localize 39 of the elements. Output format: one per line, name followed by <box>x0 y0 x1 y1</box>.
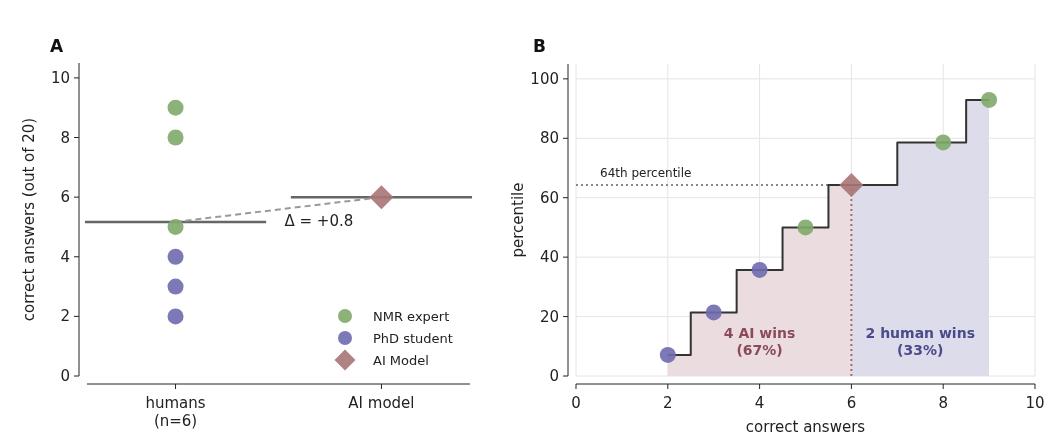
point <box>839 172 864 197</box>
point <box>659 346 676 363</box>
point <box>981 91 998 108</box>
y-tick-label: 4 <box>60 247 70 266</box>
chart-title: B <box>533 36 546 56</box>
x-tick-label: 4 <box>754 394 765 412</box>
point <box>935 134 952 151</box>
x-tick-label: 10 <box>1025 394 1045 412</box>
legend-label: AI Model <box>373 353 429 368</box>
y-tick-label: 10 <box>50 68 70 87</box>
y-tick-label: 2 <box>60 307 70 326</box>
x-tick-label: 2 <box>663 394 673 412</box>
ref-line-label: 64th percentile <box>600 165 692 180</box>
x-axis-title: correct answers <box>745 418 866 436</box>
x-tick-label: 0 <box>571 394 581 412</box>
y-tick-label: 40 <box>539 248 559 267</box>
x-tick-label: AI model <box>348 394 415 412</box>
x-tick-label: 6 <box>846 394 857 412</box>
chart-title: A <box>50 36 64 56</box>
annotation: Δ = +0.8 <box>284 211 354 230</box>
y-tick-label: 6 <box>60 188 70 207</box>
y-axis-title: percentile <box>509 182 527 258</box>
point <box>797 219 814 236</box>
legend-label: NMR expert <box>373 309 450 324</box>
y-tick-label: 0 <box>60 367 70 385</box>
band-label: 2 human wins (33%) <box>865 325 975 358</box>
legend-label: PhD student <box>373 331 453 346</box>
y-axis-title: correct answers (out of 20) <box>20 117 38 322</box>
band-label: 4 AI wins (67%) <box>723 325 796 358</box>
y-tick-label: 8 <box>60 128 70 147</box>
point <box>705 304 722 321</box>
y-tick-label: 20 <box>539 307 559 326</box>
x-tick-label: humans (n=6) <box>145 394 206 430</box>
y-tick-label: 100 <box>530 69 559 88</box>
y-tick-label: 80 <box>539 129 559 148</box>
y-tick-label: 0 <box>549 367 559 385</box>
point <box>751 261 768 278</box>
y-tick-label: 60 <box>539 188 559 207</box>
x-tick-label: 8 <box>938 394 948 412</box>
